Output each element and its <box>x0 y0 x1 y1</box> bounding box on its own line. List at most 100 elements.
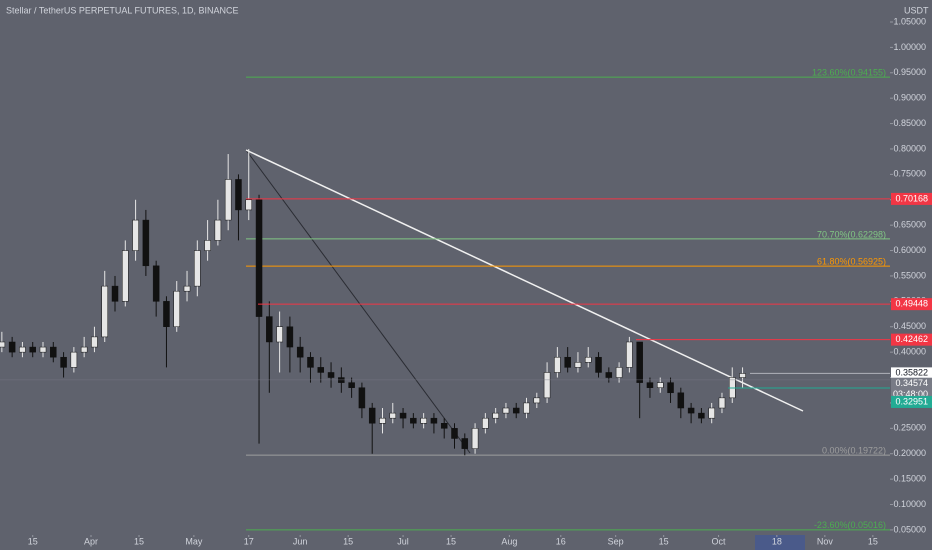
candle-body <box>0 341 6 348</box>
candle-body <box>60 356 67 368</box>
y-tick-label: 0.40000 <box>893 347 926 357</box>
x-tick-label: Sep <box>608 536 624 546</box>
y-tick-label: 0.05000 <box>893 524 926 534</box>
fib-label: 61.80%(0.56925) <box>817 257 886 267</box>
price-tag-label: 0.49448 <box>895 299 928 309</box>
candle-body <box>389 412 397 419</box>
candle-body <box>245 199 253 211</box>
candle-body <box>430 417 438 424</box>
candle-body <box>276 326 283 343</box>
candle-body <box>554 356 561 373</box>
y-tick-label: 0.45000 <box>893 321 926 331</box>
price-tag-label: 0.42462 <box>895 334 928 344</box>
candle-body <box>646 382 654 388</box>
y-tick-label: 0.55000 <box>893 270 926 280</box>
candle-body <box>615 367 623 378</box>
countdown-tag <box>891 388 932 400</box>
candle-body <box>8 341 16 353</box>
x-tick-label: Aug <box>501 536 517 546</box>
candle-body <box>626 341 633 368</box>
candle-body <box>605 372 613 378</box>
candle-body <box>451 428 458 439</box>
candle-body <box>173 290 180 327</box>
fib-label: -23.60%(0.05016) <box>814 520 886 530</box>
price-tag <box>891 192 932 205</box>
candle-body <box>142 219 150 267</box>
x-tick-label: 15 <box>659 536 669 546</box>
candle-body <box>492 412 499 419</box>
price-tag-label: 0.35822 <box>895 368 928 378</box>
candle-body <box>358 387 366 409</box>
candle-body <box>317 367 325 373</box>
x-tick-label: Jun <box>293 536 308 546</box>
candle-body <box>91 336 98 348</box>
y-tick-label: 0.80000 <box>893 143 926 153</box>
fib-label: 70.70%(0.62298) <box>817 229 886 239</box>
price-tag <box>891 333 932 346</box>
candle-body <box>214 219 222 241</box>
candle-body <box>296 346 304 358</box>
candle-body <box>379 417 386 424</box>
x-tick-label: 17 <box>244 536 254 546</box>
price-tag-label: 0.70168 <box>895 193 928 203</box>
candle-body <box>708 407 715 419</box>
candle-body <box>338 377 345 383</box>
fib-diagonal <box>245 149 471 454</box>
trend-line <box>245 149 804 412</box>
y-tick-label: 0.60000 <box>893 245 926 255</box>
price-tag-label: 0.32951 <box>895 396 928 406</box>
x-tick-label: 15 <box>343 536 353 546</box>
x-tick-label: 18 <box>772 536 782 546</box>
candle-body <box>111 285 119 302</box>
x-tick-label: Apr <box>84 536 98 546</box>
chart-title: Stellar / TetherUS PERPETUAL FUTURES, 1D… <box>6 5 239 15</box>
candle-body <box>101 285 108 338</box>
candle-body <box>39 346 47 353</box>
candle-body <box>70 351 78 368</box>
y-tick-label: 0.90000 <box>893 93 926 103</box>
candle-body <box>286 326 294 348</box>
candle-body <box>399 412 407 419</box>
candle-body <box>255 199 263 317</box>
candle-body <box>152 265 160 302</box>
y-tick-label: 0.10000 <box>893 499 926 509</box>
x-tick-label: 16 <box>556 536 566 546</box>
candle-body <box>471 428 479 449</box>
x-tick-label: 15 <box>134 536 144 546</box>
candle-body <box>420 417 427 424</box>
candle-body <box>183 285 191 292</box>
y-tick-label: 0.95000 <box>893 67 926 77</box>
x-tick-label: May <box>185 536 203 546</box>
candle-body <box>410 417 417 424</box>
x-cursor-box <box>755 535 805 550</box>
y-tick-label: 1.00000 <box>893 42 926 52</box>
y-tick-label: 0.65000 <box>893 220 926 230</box>
candle-body <box>595 356 602 373</box>
candle-body <box>533 397 541 404</box>
candle-body <box>698 412 705 419</box>
currency-label: USDT <box>904 5 929 15</box>
x-tick-label: Jul <box>397 536 409 546</box>
fib-label: 0.00%(0.19722) <box>822 446 886 456</box>
candle-body <box>523 402 530 414</box>
x-tick-label: 15 <box>446 536 456 546</box>
candle-body <box>307 356 314 368</box>
price-tag <box>891 367 932 380</box>
fib-label: 123.60%(0.94155) <box>812 67 886 77</box>
candle-body <box>739 373 746 378</box>
y-tick-label: 0.75000 <box>893 169 926 179</box>
candle-body <box>235 179 242 211</box>
candle-body <box>636 341 643 383</box>
candle-body <box>440 423 448 429</box>
candle-body <box>502 407 510 414</box>
candle-body <box>543 372 551 399</box>
candle-body <box>80 346 88 353</box>
candle-body <box>574 362 582 368</box>
candle-body <box>718 397 726 409</box>
x-tick-label: Oct <box>712 536 727 546</box>
candle-body <box>482 417 489 429</box>
candle-body <box>461 438 469 449</box>
candle-body <box>656 382 664 388</box>
candle-body <box>327 372 335 378</box>
